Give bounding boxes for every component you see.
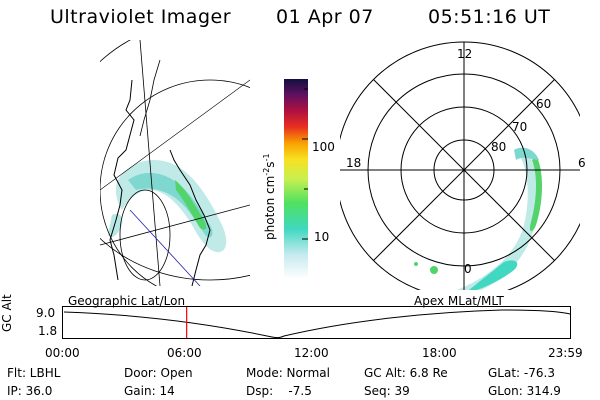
polar-aurora-plot [340, 41, 580, 290]
colorbar-tick-10: 10 [314, 230, 330, 244]
instrument-title: Ultraviolet Imager [50, 6, 232, 28]
mlat-label-70: 70 [512, 120, 528, 134]
altitude-trace [63, 309, 571, 339]
colorbar-tick-100: 100 [312, 140, 335, 154]
geographic-aurora-image [100, 40, 250, 286]
mlt-label-18: 18 [346, 156, 362, 170]
observation-time: 05:51:16 UT [428, 6, 551, 28]
mlt-label-6: 6 [578, 156, 586, 170]
gc-alt-status: GC Alt: 6.8 Re [364, 366, 448, 380]
door-status: Door: Open [124, 366, 193, 380]
timeline-y-tick-high: 9.0 [36, 306, 56, 320]
dsp-status: Dsp: -7.5 [246, 384, 312, 398]
mode-status: Mode: Normal [246, 366, 330, 380]
timeline-y-tick-low: 1.8 [38, 324, 58, 338]
mlat-label-80: 80 [491, 140, 507, 154]
altitude-timeline-plot [62, 306, 571, 339]
timeline-x-tick-1800: 18:00 [422, 346, 457, 360]
timeline-y-title: GC Alt [0, 294, 14, 332]
timeline-x-tick-2359: 23:59 [548, 346, 583, 360]
ip-status: IP: 36.0 [7, 384, 53, 398]
colorbar-unit-sup2: -1 [262, 153, 271, 162]
timeline-x-tick-0000: 00:00 [45, 346, 80, 360]
mlat-label-60: 60 [536, 97, 552, 111]
timeline-left-title: Geographic Lat/Lon [68, 294, 186, 308]
timeline-x-tick-0600: 06:00 [167, 346, 202, 360]
gain-status: Gain: 14 [124, 384, 175, 398]
filter-status: Flt: LBHL [7, 366, 61, 380]
colorbar-unit-label: photon cm-2s-1 [262, 153, 277, 240]
color-scale-bar [284, 79, 308, 279]
seq-status: Seq: 39 [364, 384, 410, 398]
colorbar-unit-mid: s [263, 161, 277, 168]
timeline-right-title: Apex MLat/MLT [414, 294, 504, 308]
colorbar-unit-base: photon cm [263, 175, 277, 240]
timeline-x-tick-1200: 12:00 [294, 346, 329, 360]
glon-status: GLon: 314.9 [488, 384, 561, 398]
glat-status: GLat: -76.3 [488, 366, 555, 380]
colorbar-unit-sup1: -2 [262, 167, 271, 176]
observation-date: 01 Apr 07 [276, 6, 374, 28]
mlt-label-12: 12 [457, 47, 473, 61]
mlt-label-0: 0 [464, 262, 472, 276]
